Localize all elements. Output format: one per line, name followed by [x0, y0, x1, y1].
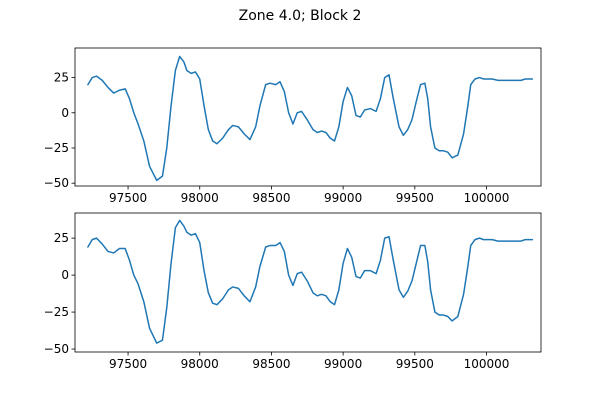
- x-tick-label-1-3: 99000: [324, 191, 362, 205]
- x-tick-label-1-5: 100000: [464, 191, 510, 205]
- axes-frame-1: [74, 47, 542, 187]
- series-line-1: [87, 55, 534, 182]
- x-tick-label-2-0: 97500: [109, 357, 147, 371]
- axes-1: 97500 98000 98500 99000 99500 100000 −50 −25 0 25: [44, 47, 542, 205]
- y-tick-label-2-0: −50: [44, 342, 69, 356]
- y-tick-label-1-0: −50: [44, 176, 69, 190]
- x-tick-label-2-3: 99000: [324, 357, 362, 371]
- y-tick-label-2-3: 25: [54, 231, 69, 245]
- y-tick-label-1-3: 25: [54, 71, 69, 85]
- axes-frame-2: [74, 212, 542, 353]
- x-tick-label-2-2: 98500: [252, 357, 290, 371]
- x-tick-label-1-4: 99500: [396, 191, 434, 205]
- axes-container: 97500 98000 98500 99000 99500 100000 −50 −25 0 25…: [44, 47, 542, 371]
- series-line-2: [87, 219, 534, 344]
- x-tick-label-1-1: 98000: [181, 191, 219, 205]
- y-tick-label-2-2: 0: [61, 268, 69, 282]
- x-tick-label-1-2: 98500: [252, 191, 290, 205]
- y-tick-label-1-1: −25: [44, 141, 69, 155]
- axes-2: 97500 98000 98500 99000 99500 100000 −50 −25 0 25: [44, 212, 542, 371]
- y-tick-label-2-1: −25: [44, 305, 69, 319]
- x-tick-label-1-0: 97500: [109, 191, 147, 205]
- x-tick-label-2-4: 99500: [396, 357, 434, 371]
- x-tick-label-2-1: 98000: [181, 357, 219, 371]
- figure-suptitle: Zone 4.0; Block 2: [239, 8, 362, 24]
- x-tick-label-2-5: 100000: [464, 357, 510, 371]
- y-tick-label-1-2: 0: [61, 106, 69, 120]
